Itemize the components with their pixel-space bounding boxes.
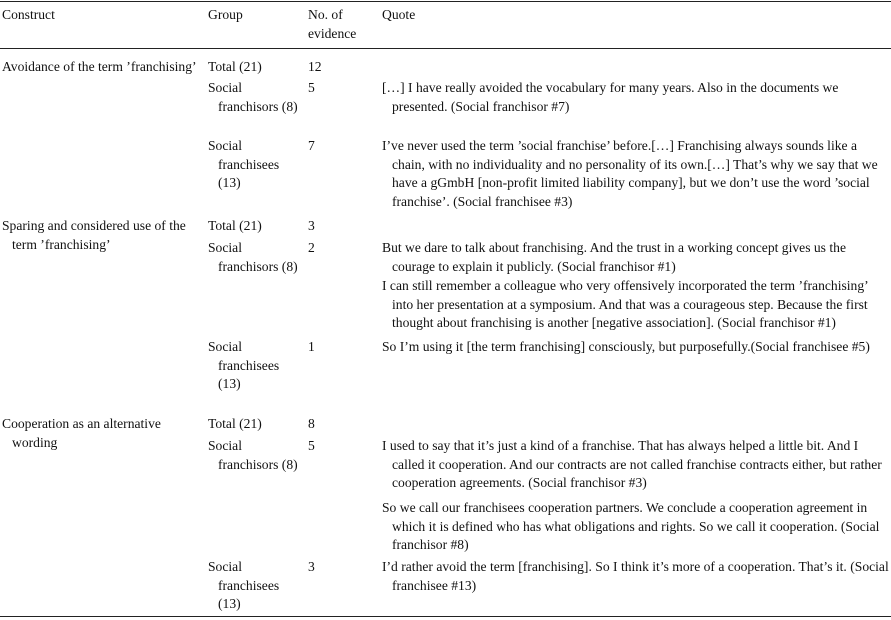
construct-cell: Avoidance of the term ’franchising’	[2, 59, 197, 74]
quote-cell: […] I have really avoided the vocabulary…	[382, 80, 839, 114]
header-construct: Construct	[2, 7, 55, 22]
evidence-count-cell: 3	[308, 559, 315, 574]
evidence-count-cell: 3	[308, 218, 315, 233]
group-cell: Social franchisors (8)	[208, 438, 298, 472]
quote-cell: I’ve never used the term ’social franchi…	[382, 138, 878, 209]
group-cell: Total (21)	[208, 416, 262, 431]
quote-cell: But we dare to talk about franchising. A…	[382, 240, 846, 274]
quote-cell: So I’m using it [the term franchising] c…	[382, 339, 870, 354]
quote-cell: I’d rather avoid the term [franchising].…	[382, 559, 889, 593]
group-cell: Social franchisors (8)	[208, 80, 298, 114]
evidence-count-cell: 8	[308, 416, 315, 431]
group-cell: Total (21)	[208, 218, 262, 233]
group-cell: Total (21)	[208, 59, 262, 74]
header-quote: Quote	[382, 7, 416, 22]
evidence-count-cell: 5	[308, 80, 315, 95]
quote-cell: So we call our franchisees cooperation p…	[382, 500, 880, 552]
group-cell: Social franchisees (13)	[208, 559, 280, 611]
header-group: Group	[208, 7, 243, 22]
header-evidence: No. of evidence	[308, 7, 357, 41]
quote-cell: I can still remember a colleague who ver…	[382, 278, 868, 330]
top-rule	[0, 1, 891, 2]
evidence-count-cell: 1	[308, 339, 315, 354]
quote-cell: I used to say that it’s just a kind of a…	[382, 438, 882, 490]
group-cell: Social franchisees (13)	[208, 138, 280, 190]
bottom-rule	[0, 616, 891, 617]
group-cell: Social franchisors (8)	[208, 240, 298, 274]
evidence-count-cell: 2	[308, 240, 315, 255]
construct-cell: Cooperation as an alternative wording	[2, 416, 161, 450]
header-rule	[0, 48, 891, 49]
evidence-count-cell: 7	[308, 138, 315, 153]
group-cell: Social franchisees (13)	[208, 339, 280, 391]
evidence-count-cell: 12	[308, 59, 322, 74]
construct-cell: Sparing and considered use of the term ’…	[2, 218, 186, 252]
evidence-count-cell: 5	[308, 438, 315, 453]
